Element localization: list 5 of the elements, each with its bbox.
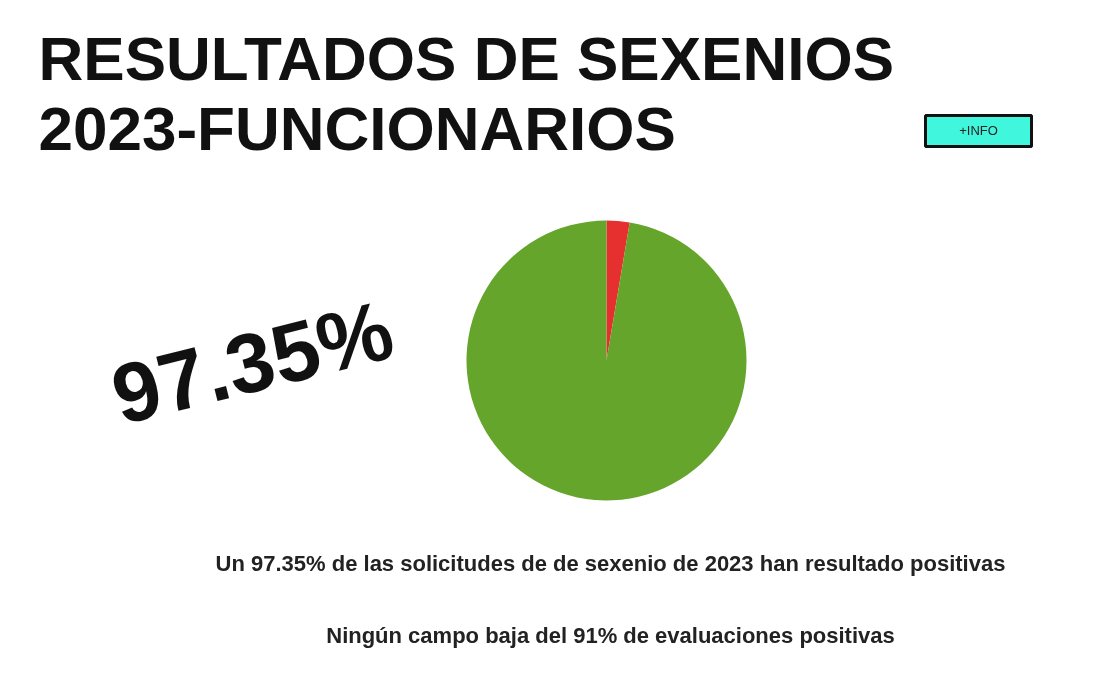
chart-title: RESULTADOS DE SEXENIOS 2023-FUNCIONARIOS	[38, 24, 894, 163]
text: 97.35%	[102, 282, 403, 443]
text: +INFO	[959, 123, 998, 138]
text: Ningún campo baja del 91% de evaluaciones positivas	[326, 623, 895, 648]
text: Un 97.35% de las solicitudes de de sexenio de 2023 han resultado positivas	[215, 551, 1006, 576]
